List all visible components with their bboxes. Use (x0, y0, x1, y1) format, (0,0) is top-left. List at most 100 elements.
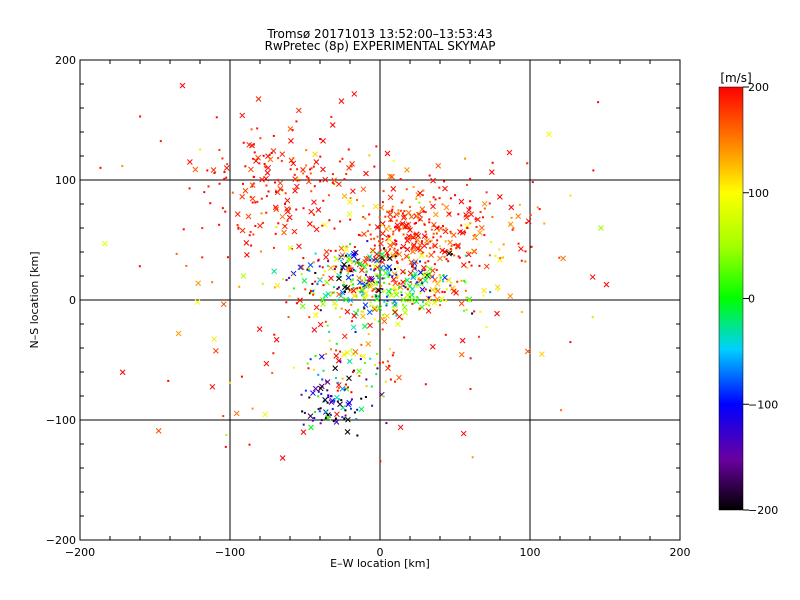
data-point-x (335, 382, 342, 388)
data-point-x (301, 277, 308, 284)
data-point-x (353, 310, 359, 317)
data-point-x (325, 414, 331, 421)
data-point-dot (592, 169, 595, 172)
data-point-dot (319, 407, 322, 410)
data-point-dot (254, 224, 257, 227)
data-point-dot (408, 226, 411, 229)
data-point-dot (211, 281, 214, 284)
data-point-x (351, 293, 358, 299)
data-point-dot (415, 221, 418, 224)
data-point-dot (319, 422, 322, 425)
data-point-dot (465, 296, 468, 299)
data-point-dot (530, 245, 533, 248)
data-point-dot (334, 270, 337, 273)
data-point-dot (420, 241, 423, 244)
data-point-dot (397, 209, 400, 212)
data-point-dot (424, 288, 427, 291)
data-point-x (322, 176, 329, 183)
data-point-dot (327, 394, 330, 397)
data-point-dot (360, 310, 363, 313)
data-point-dot (376, 273, 379, 276)
data-point-x (239, 227, 246, 234)
data-point-dot (277, 157, 280, 160)
data-point-x (378, 204, 385, 211)
data-point-dot (286, 219, 289, 222)
data-point-dot (353, 411, 356, 414)
data-point-dot (331, 291, 334, 294)
data-point-dot (276, 178, 279, 181)
data-point-x (322, 221, 328, 228)
data-point-dot (298, 179, 301, 182)
colorbar (718, 86, 744, 511)
data-point-x (458, 198, 465, 205)
data-point-dot (138, 265, 141, 268)
data-point-dot (399, 209, 402, 212)
data-point-dot (334, 417, 337, 420)
data-point-dot (518, 203, 521, 206)
data-point-dot (313, 368, 316, 371)
data-point-x (297, 297, 303, 304)
data-point-dot (359, 234, 362, 237)
data-point-dot (419, 260, 422, 263)
data-point-dot (331, 181, 334, 184)
data-point-x (409, 286, 416, 293)
data-point-x (346, 375, 352, 382)
data-point-dot (256, 200, 259, 203)
data-point-x (431, 299, 438, 306)
data-point-x (287, 245, 294, 251)
data-point-x (478, 224, 485, 231)
data-point-x (589, 274, 596, 280)
data-point-dot (340, 268, 343, 271)
data-point-dot (390, 292, 393, 295)
data-point-dot (201, 227, 204, 230)
data-point-dot (386, 294, 389, 297)
data-point-dot (373, 288, 376, 291)
data-point-dot (502, 243, 505, 246)
data-point-x (366, 254, 373, 260)
data-point-x (402, 309, 408, 316)
data-point-dot (398, 227, 401, 230)
data-point-dot (417, 283, 420, 286)
data-point-dot (188, 187, 191, 190)
data-point-dot (379, 249, 382, 252)
data-point-x (192, 166, 199, 173)
data-point-dot (389, 378, 392, 381)
data-point-x (292, 187, 298, 194)
data-point-dot (373, 363, 376, 366)
data-point-dot (370, 238, 373, 241)
data-point-x (210, 167, 217, 173)
data-point-dot (373, 244, 376, 247)
data-point-dot (380, 317, 383, 320)
data-point-dot (185, 264, 188, 267)
data-point-x (318, 353, 325, 360)
data-point-dot (442, 225, 445, 228)
data-point-dot (224, 445, 227, 448)
data-point-x (367, 322, 373, 329)
data-point-dot (350, 303, 353, 306)
data-point-x (352, 349, 359, 355)
data-point-dot (250, 244, 253, 247)
data-point-x (356, 368, 362, 375)
data-point-dot (218, 148, 221, 151)
data-point-dot (395, 303, 398, 306)
data-point-dot (344, 383, 347, 386)
data-point-x (383, 226, 390, 232)
data-point-dot (327, 396, 330, 399)
data-point-dot (354, 330, 357, 333)
data-point-dot (401, 212, 404, 215)
data-point-dot (390, 210, 393, 213)
data-point-dot (265, 184, 268, 187)
data-point-dot (428, 218, 431, 221)
data-point-dot (388, 347, 391, 350)
data-point-dot (369, 304, 372, 307)
data-point-dot (308, 396, 311, 399)
data-point-dot (302, 207, 305, 210)
data-point-dot (413, 222, 416, 225)
data-point-dot (285, 301, 288, 304)
data-point-dot (483, 207, 486, 210)
data-point-dot (349, 243, 352, 246)
data-point-dot (422, 210, 425, 213)
data-point-dot (378, 362, 381, 365)
data-point-x (351, 313, 358, 319)
colorbar-ticks: 200 100 0 −100 −200 (743, 81, 778, 517)
